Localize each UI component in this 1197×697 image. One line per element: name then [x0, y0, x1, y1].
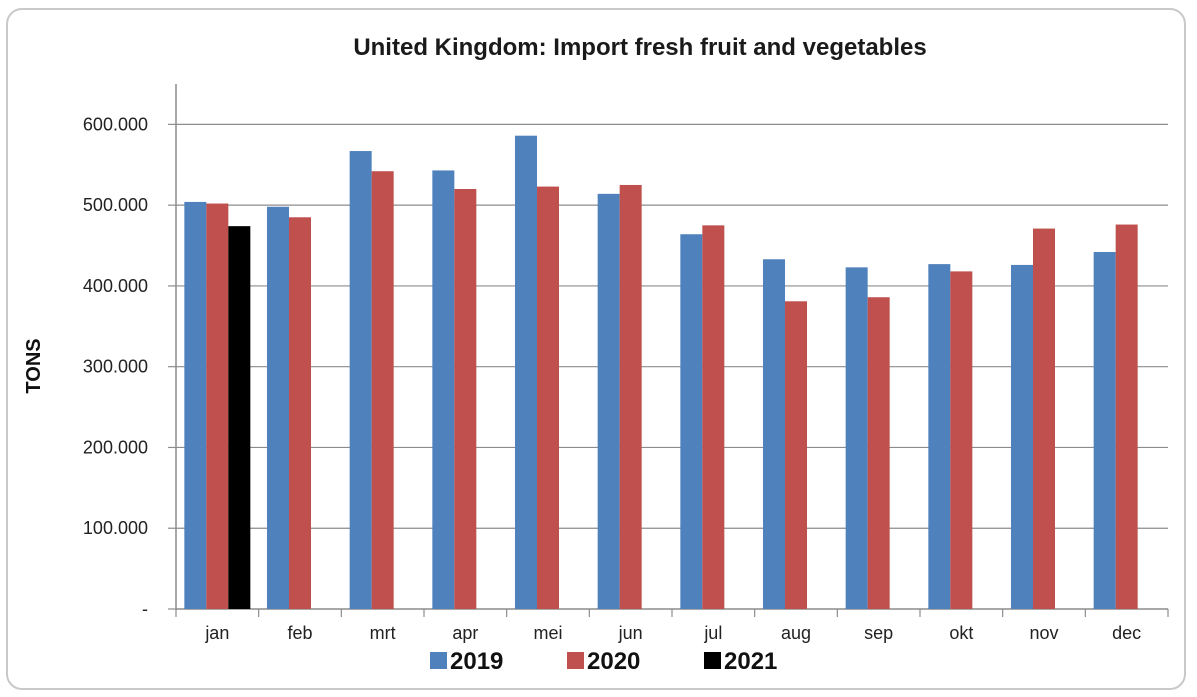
bar-2020-mrt — [371, 171, 394, 609]
y-tick-label: 100.000 — [83, 518, 148, 538]
bars — [184, 135, 1138, 610]
x-tick-label: jun — [618, 623, 643, 643]
bar-2019-dec — [1093, 252, 1116, 609]
legend-label-2020: 2020 — [587, 648, 640, 675]
y-tick-label: 600.000 — [83, 114, 148, 134]
bar-2020-nov — [1033, 228, 1055, 610]
y-tick-label: 500.000 — [83, 195, 148, 215]
x-tick-label: apr — [452, 623, 478, 643]
legend: 2019 2020 2021 — [430, 648, 777, 675]
x-tick-label: aug — [781, 623, 811, 643]
y-tick-label: 400.000 — [83, 276, 148, 296]
y-tick-label: - — [142, 599, 148, 619]
x-tick-label: mrt — [370, 623, 396, 643]
legend-label-2021: 2021 — [724, 648, 777, 675]
bar-2020-jan — [206, 203, 229, 610]
bar-2019-mrt — [349, 151, 372, 610]
bar-2020-mei — [537, 186, 559, 610]
x-tick-label: feb — [287, 623, 312, 643]
x-tick-label: okt — [949, 623, 973, 643]
x-tick-label: jan — [204, 623, 229, 643]
x-tick-label: mei — [533, 623, 562, 643]
bar-2020-jun — [619, 184, 642, 609]
x-tick-label: dec — [1112, 623, 1141, 643]
x-tick-label: jul — [703, 623, 722, 643]
bar-2019-apr — [432, 170, 455, 609]
bar-2020-sep — [867, 297, 890, 609]
gridlines — [176, 84, 1168, 609]
x-tick-label: sep — [864, 623, 893, 643]
chart-title: United Kingdom: Import fresh fruit and v… — [353, 34, 926, 61]
bar-2020-jul — [702, 225, 725, 609]
bar-2021-jan — [228, 226, 251, 609]
bar-2019-jun — [597, 193, 620, 609]
bar-2020-dec — [1115, 224, 1138, 610]
bar-2019-feb — [267, 206, 289, 609]
bar-2019-aug — [763, 259, 785, 609]
bar-2020-aug — [785, 301, 807, 609]
x-ticks: jan feb mrt apr mei jun jul aug sep okt nov dec — [175, 609, 1169, 643]
bar-2020-okt — [950, 271, 973, 609]
bar-2019-sep — [845, 267, 868, 609]
bar-2020-feb — [289, 217, 311, 609]
bar-2019-mei — [515, 135, 537, 609]
legend-swatch-2019 — [430, 652, 447, 669]
bar-2020-apr — [454, 189, 477, 609]
plot-area — [176, 84, 1168, 609]
legend-swatch-2020 — [567, 652, 584, 669]
legend-label-2019: 2019 — [450, 648, 503, 675]
x-tick-label: nov — [1029, 623, 1058, 643]
y-tick-label: 300.000 — [83, 357, 148, 377]
legend-swatch-2021 — [704, 652, 721, 669]
bar-2019-okt — [928, 264, 951, 609]
bar-2019-jan — [184, 201, 207, 609]
bar-2019-jul — [680, 234, 703, 609]
y-tick-label: 200.000 — [83, 437, 148, 457]
y-ticks: - 100.000 200.000 300.000 400.000 500.000 600.… — [83, 114, 176, 619]
bar-2019-nov — [1011, 264, 1033, 609]
y-axis-label: TONS — [23, 338, 45, 393]
